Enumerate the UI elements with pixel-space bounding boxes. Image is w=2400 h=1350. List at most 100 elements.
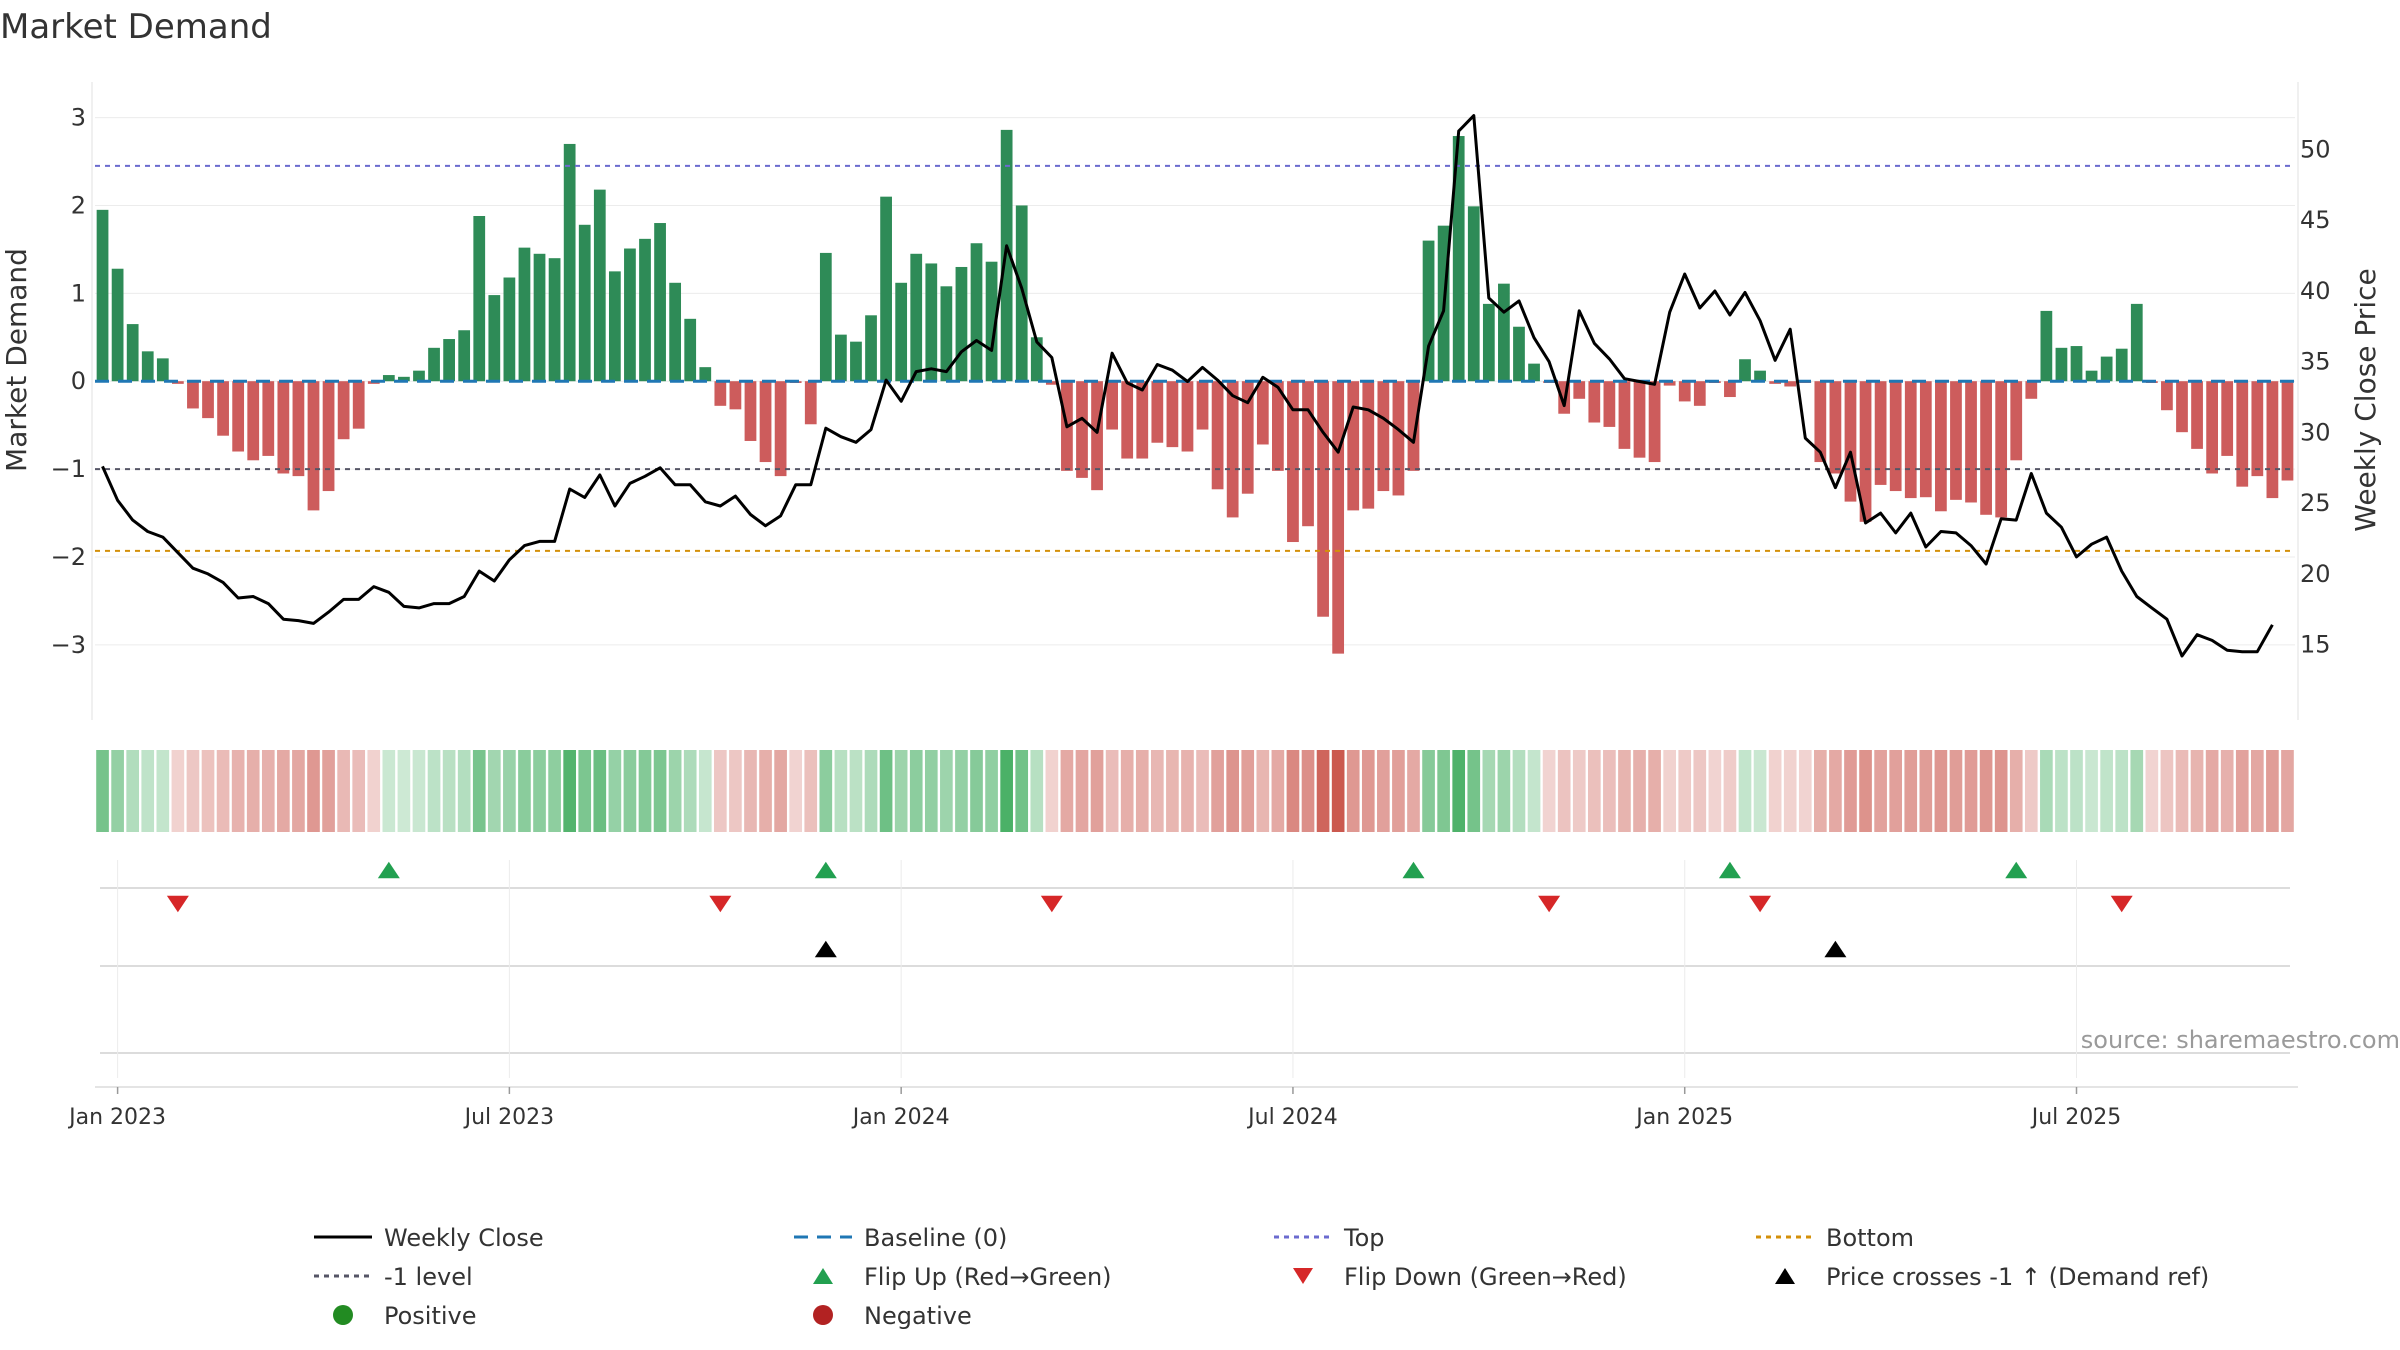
flip-up-marker (814, 861, 837, 879)
heat-cell (1829, 750, 1842, 832)
demand-bar (1452, 136, 1465, 382)
demand-bar (1603, 381, 1616, 427)
demand-bar (1121, 381, 1134, 459)
heat-cell (2085, 750, 2098, 832)
heat-cell (1196, 750, 1209, 832)
weekly-close-line (101, 114, 2274, 658)
demand-bar (744, 381, 757, 441)
heat-cell (367, 750, 381, 832)
heat-cell (2145, 750, 2159, 832)
heat-cell (292, 750, 305, 832)
demand-bar (141, 351, 154, 382)
heat-cell (774, 750, 787, 832)
heat-cell (246, 750, 260, 832)
demand-bar (518, 247, 531, 382)
y-right-tick-label: 20 (2300, 560, 2331, 588)
demand-bar (850, 341, 862, 382)
heat-cell (1120, 750, 1134, 832)
heat-cell (1181, 750, 1194, 832)
heat-cell (1859, 750, 1872, 832)
demand-bar (1241, 381, 1254, 494)
flip-down-marker (2110, 895, 2133, 913)
heat-cell (1663, 750, 1676, 832)
flip-down-marker (1538, 895, 1561, 913)
demand-bar (895, 282, 908, 382)
x-axis-ticks: Jan 2023 Jul 2023 Jan 2024 Jul 2024 Jan 2025… (67, 860, 2121, 1130)
heat-cell (1422, 750, 1435, 832)
y-axis-left-label: Market Demand (0, 248, 33, 472)
heat-cell (2070, 750, 2083, 832)
demand-bar (352, 381, 365, 429)
heat-cell (1482, 750, 1496, 832)
heat-cell (1497, 750, 1511, 832)
heat-cell (518, 750, 531, 832)
heat-cell (1527, 750, 1541, 832)
demand-bar (337, 381, 350, 440)
demand-bar (1256, 381, 1269, 445)
demand-bar (684, 318, 697, 382)
heat-cell (759, 750, 772, 832)
heat-cell (1377, 750, 1390, 832)
heat-cell (1105, 750, 1119, 832)
demand-bar (322, 381, 335, 492)
flip-up-marker (1718, 861, 1741, 879)
event-markers-panel (95, 861, 2298, 1088)
y-left-tick-label: −3 (51, 631, 86, 659)
heat-cell (714, 750, 727, 832)
y-left-tick-label: −2 (51, 543, 86, 571)
demand-bar (1211, 381, 1224, 490)
heat-cell (894, 750, 908, 832)
heat-cell (1301, 750, 1315, 832)
heat-cell (970, 750, 983, 832)
y-left-tick-label: 1 (71, 279, 86, 307)
heat-cell (472, 750, 486, 832)
demand-bar (955, 266, 968, 382)
demand-bar (1467, 206, 1480, 382)
demand-bar (925, 263, 938, 382)
heat-cell (1798, 750, 1812, 832)
demand-bar (2191, 381, 2203, 449)
demand-bar (413, 370, 425, 382)
demand-bar (1995, 381, 2008, 518)
demand-bar (774, 381, 787, 477)
demand-bar (2266, 381, 2279, 499)
x-tick-label: Jan 2025 (1634, 1105, 1733, 1130)
heat-cell (1452, 750, 1466, 832)
heat-cell (729, 750, 742, 832)
heat-cell (608, 750, 622, 832)
demand-bar (262, 381, 275, 456)
demand-bar (835, 334, 847, 382)
heat-cell (668, 750, 682, 832)
demand-bar (1166, 381, 1179, 448)
heat-cell (2130, 750, 2144, 832)
heat-cell (1256, 750, 1270, 832)
heat-cell (1045, 750, 1059, 832)
demand-bar (2100, 356, 2113, 382)
heat-cell (412, 750, 426, 832)
demand-bar (804, 381, 817, 425)
demand-bar (1904, 381, 1917, 499)
demand-bar (985, 261, 998, 382)
legend-swatch-flip-up (813, 1268, 833, 1284)
x-tick-label: Jul 2024 (1246, 1105, 1338, 1130)
heat-cell (1512, 750, 1526, 832)
heat-cell (1392, 750, 1405, 832)
demand-bar (1724, 381, 1736, 398)
demand-bar (2221, 381, 2234, 456)
demand-bar (1181, 381, 1194, 452)
demand-bar (1287, 381, 1299, 543)
heat-cell (1135, 750, 1149, 832)
heat-cell (487, 750, 501, 832)
demand-bar (2236, 381, 2249, 487)
heat-cell (1015, 750, 1029, 832)
heat-cell (593, 750, 607, 832)
demand-bar (608, 271, 621, 382)
heat-cell (1934, 750, 1948, 832)
heat-cell (1648, 750, 1661, 832)
demand-bar (1392, 381, 1405, 496)
heat-cell (2055, 750, 2068, 832)
demand-bar (699, 367, 712, 382)
demand-bar (1935, 381, 1947, 512)
demand-bar (1106, 381, 1118, 430)
demand-bar (398, 376, 410, 382)
